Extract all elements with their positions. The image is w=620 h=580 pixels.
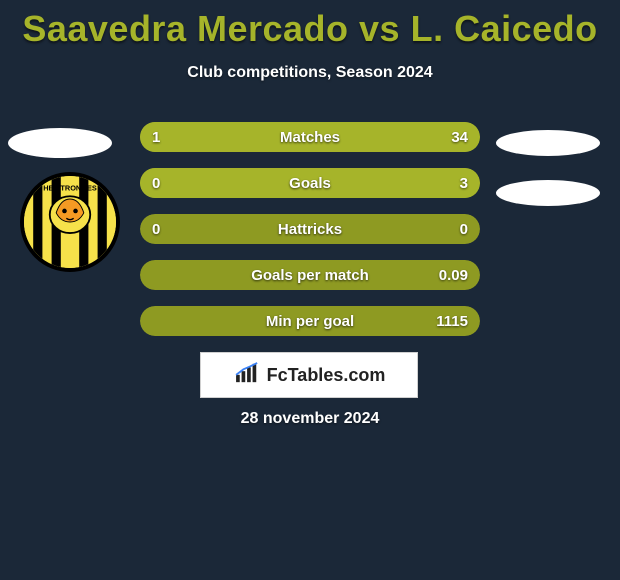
title-vs: vs — [359, 8, 400, 49]
stat-label: Hattricks — [140, 214, 480, 244]
stat-row: 0.09Goals per match — [140, 260, 480, 290]
stat-row: 1115Min per goal — [140, 306, 480, 336]
source-logo: FcTables.com — [200, 352, 418, 398]
page-title: Saavedra Mercado vs L. Caicedo — [0, 0, 620, 50]
stat-label: Goals per match — [140, 260, 480, 290]
stat-label: Goals — [140, 168, 480, 198]
left-team-crest-icon: HE STRONGES — [20, 172, 120, 272]
left-badge-placeholder-1 — [8, 128, 112, 158]
stats-bars: 134Matches 03Goals 00Hattricks 0.09Goals pe… — [140, 122, 480, 352]
right-badge-placeholder-1 — [496, 130, 600, 156]
stat-row: 03Goals — [140, 168, 480, 198]
player-left-name: Saavedra Mercado — [22, 8, 348, 49]
footer-date: 28 november 2024 — [0, 410, 620, 428]
right-badge-placeholder-2 — [496, 180, 600, 206]
stat-row: 00Hattricks — [140, 214, 480, 244]
source-logo-text: FcTables.com — [267, 365, 386, 386]
stat-label: Matches — [140, 122, 480, 152]
page-subtitle: Club competitions, Season 2024 — [0, 64, 620, 82]
svg-text:HE STRONGES: HE STRONGES — [43, 184, 97, 193]
player-right-name: L. Caicedo — [411, 8, 598, 49]
stat-label: Min per goal — [140, 306, 480, 336]
bar-chart-icon — [233, 362, 263, 389]
stat-row: 134Matches — [140, 122, 480, 152]
